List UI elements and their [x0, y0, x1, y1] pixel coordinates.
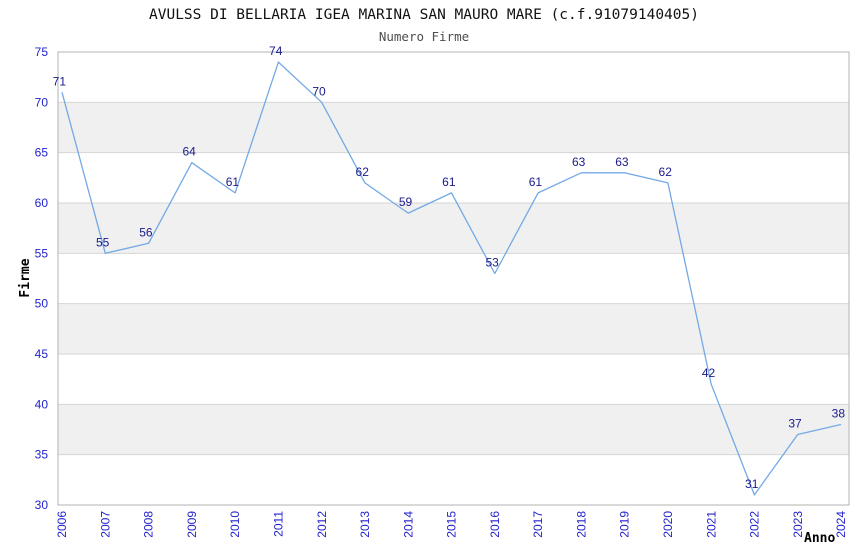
y-tick-label: 30 — [35, 498, 49, 512]
data-point-label: 63 — [572, 155, 586, 169]
x-tick-label: 2008 — [142, 511, 156, 538]
data-point-label: 74 — [269, 44, 283, 58]
gridlines — [58, 101, 849, 456]
data-point-label: 71 — [53, 74, 67, 88]
y-tick-label: 70 — [35, 95, 49, 109]
data-point-label: 37 — [788, 417, 802, 431]
data-point-label: 61 — [529, 175, 543, 189]
x-tick-label: 2023 — [791, 511, 805, 538]
x-tick-label: 2019 — [618, 511, 632, 538]
y-tick-label: 65 — [35, 146, 49, 160]
data-point-label: 63 — [615, 155, 629, 169]
data-point-label: 59 — [399, 195, 413, 209]
x-tick-label: 2024 — [834, 511, 848, 538]
firme-series-line — [61, 61, 842, 496]
x-tick-label: 2018 — [574, 511, 588, 538]
x-tick-label: 2009 — [185, 511, 199, 538]
y-axis-title: Firme — [18, 258, 33, 297]
data-point-label: 42 — [702, 366, 716, 380]
y-tick-label: 50 — [35, 297, 49, 311]
chart-subtitle: Numero Firme — [379, 29, 469, 44]
x-tick-label: 2021 — [704, 511, 718, 538]
x-axis-title: Anno — [804, 531, 835, 546]
plot-band — [58, 102, 849, 153]
data-point-label: 62 — [659, 165, 673, 179]
x-tick-label: 2007 — [98, 511, 112, 538]
data-point-label: 55 — [96, 235, 110, 249]
data-labels: 71 55 56 64 61 74 70 62 59 61 53 61 63 63 62 42 31 37 38 — [53, 44, 846, 491]
x-tick-labels: 2006 2007 2008 2009 2010 2011 2012 2013 2014 2015… — [55, 511, 848, 538]
data-point-label: 53 — [485, 256, 499, 270]
plot-band — [58, 303, 849, 354]
x-tick-label: 2014 — [401, 511, 415, 538]
y-tick-label: 55 — [35, 246, 49, 260]
data-point-label: 64 — [182, 145, 196, 159]
x-tick-label: 2022 — [747, 511, 761, 538]
x-tick-label: 2016 — [488, 511, 502, 538]
x-tick-label: 2020 — [661, 511, 675, 538]
data-point-label: 61 — [226, 175, 240, 189]
data-point-label: 62 — [356, 165, 370, 179]
y-tick-label: 45 — [35, 347, 49, 361]
x-tick-label: 2012 — [315, 511, 329, 538]
data-point-label: 31 — [745, 477, 759, 491]
y-tick-label: 40 — [35, 397, 49, 411]
plot-band — [58, 203, 849, 254]
y-tick-label: 75 — [35, 45, 49, 59]
data-point-label: 70 — [312, 84, 326, 98]
plot-border — [57, 51, 850, 506]
y-tick-label: 35 — [35, 448, 49, 462]
data-point-label: 56 — [139, 225, 153, 239]
chart-title: AVULSS DI BELLARIA IGEA MARINA SAN MAURO… — [149, 7, 699, 23]
plot-band — [58, 404, 849, 455]
y-tick-label: 60 — [35, 196, 49, 210]
data-point-label: 38 — [832, 407, 846, 421]
x-tick-label: 2011 — [271, 511, 285, 537]
y-tick-labels: 30 35 40 45 50 55 60 65 70 75 — [35, 45, 49, 512]
x-tick-label: 2017 — [531, 511, 545, 538]
x-tick-label: 2013 — [358, 511, 372, 538]
x-tick-label: 2015 — [445, 511, 459, 538]
data-point-label: 61 — [442, 175, 456, 189]
plot-bands — [58, 102, 849, 455]
x-tick-label: 2010 — [228, 511, 242, 538]
x-tick-label: 2006 — [55, 511, 69, 538]
series-line — [61, 61, 842, 496]
